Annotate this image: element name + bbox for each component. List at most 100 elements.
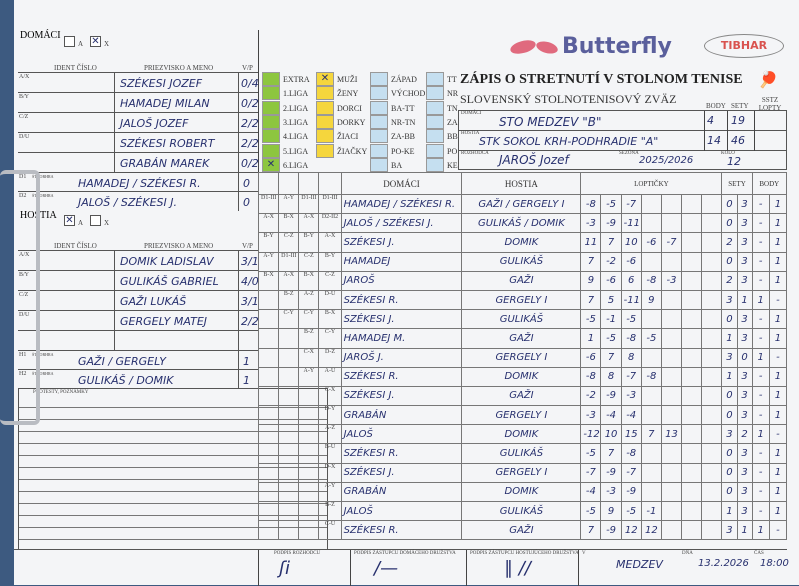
col-body: BODY: [751, 172, 788, 195]
match-points: -: [751, 213, 770, 234]
category-checkbox[interactable]: [426, 72, 444, 86]
player-row[interactable]: C/Z GAŽI LUKÁŠ 3/1: [18, 290, 259, 311]
category-checkbox[interactable]: [426, 129, 444, 144]
sets-won: 0: [721, 309, 738, 330]
away-team-name[interactable]: STK SOKOL KRH-PODHRADIE "A": [479, 135, 659, 148]
match-row[interactable]: B-Y C-Z B-Y A-X SZÉKESI J. DOMIK 11 7 10 -6 -7 2 3-1: [257, 232, 788, 253]
player-row[interactable]: A/X SZÉKESI JOZEF 0/4: [18, 72, 259, 93]
sig-away[interactable]: ∥ ∕∕: [504, 558, 531, 579]
category-checkbox[interactable]: [370, 86, 388, 101]
match-row[interactable]: A-Y GRABÁN DOMIK -4 -3 -9 0 3-1: [257, 481, 788, 503]
category-checkbox[interactable]: [316, 129, 334, 144]
category-checkbox[interactable]: [426, 114, 444, 129]
category-checkbox[interactable]: [370, 157, 388, 172]
round[interactable]: 12: [727, 155, 741, 168]
match-points: 1: [768, 309, 788, 330]
sig-home[interactable]: /—: [374, 558, 399, 579]
match-row[interactable]: D1-III A-Y D1-III D1-III HAMADEJ / SZÉKESI R…: [257, 193, 788, 215]
player-row[interactable]: D/U GERGELY MATEJ 2/2: [18, 310, 259, 331]
player-row[interactable]: GRABÁN MAREK 0/2: [18, 152, 259, 173]
match-row[interactable]: C-X SZÉKESI J. GAŽI -2 -9 -3 0 3-1: [257, 385, 788, 407]
category-checkbox[interactable]: [426, 143, 444, 158]
match-row[interactable]: B-Z C-Y HAMADEJ M. GAŽI 1 -5 -8 -5 1 3-1: [257, 328, 788, 349]
match-row[interactable]: C-X D-Z JAROŠ J. GERGELY I -6 7 8 3 0 1-: [257, 347, 788, 368]
date[interactable]: 13.2.2026: [698, 558, 749, 569]
set-score: 7: [580, 520, 602, 541]
match-row[interactable]: A-Y A-U SZÉKESI R. DOMIK -8 8 -7 -8 1 3-1: [257, 366, 788, 387]
match-row[interactable]: B-X A-X B-X C-Z JAROŠ GAŽI 9 -6 6 -8 -3 2 3-1: [257, 270, 788, 291]
match-points: -: [751, 328, 770, 349]
category-checkbox[interactable]: [316, 143, 334, 158]
match-row[interactable]: C-Y C-Y B-X SZÉKESI J. GULIKÁŠ -5 -1 -5 0 3-1: [257, 309, 788, 330]
category-checkbox[interactable]: [316, 86, 334, 101]
category-checkbox[interactable]: [316, 100, 334, 115]
match-row[interactable]: B-U SZÉKESI R. GULIKÁŠ -5 7 -8 0 3-1: [257, 443, 788, 464]
set-score: -3: [580, 213, 602, 234]
sig-referee-label: PODPIS ROZHODCU: [274, 551, 321, 556]
category-checkbox[interactable]: [426, 86, 444, 101]
category-checkbox[interactable]: [370, 72, 388, 86]
match-row[interactable]: D-Y GRABÁN GERGELY I -3 -4 -4 0 3-1: [257, 405, 788, 426]
match-row[interactable]: B-Z JALOŠ GULIKÁŠ -5 9 -5 -1 1 3-1: [257, 500, 788, 522]
doubles-row[interactable]: H1 ŠTVORHRA GAŽI / GERGELY 1: [18, 350, 258, 370]
home-option-x-label: X: [104, 40, 110, 48]
category-checkbox[interactable]: [370, 143, 388, 158]
category-checkbox[interactable]: [370, 129, 388, 144]
category-checkbox[interactable]: [262, 100, 280, 115]
home-team-name[interactable]: STO MEDZEV "B": [499, 115, 602, 129]
home-option-a-checkbox[interactable]: [64, 36, 75, 47]
category-checkbox[interactable]: [426, 157, 444, 172]
player-row[interactable]: B/Y HAMADEJ MILAN 0/2: [18, 92, 259, 113]
category-checkbox[interactable]: [262, 114, 280, 129]
set-score: [681, 481, 703, 503]
category-label: BA: [391, 160, 403, 170]
player-row[interactable]: D/U SZÉKESI ROBERT 2/2: [18, 132, 259, 153]
player-row[interactable]: [18, 330, 258, 351]
match-row[interactable]: A-Z JALOŠ DOMIK -12 10 15 7 13 3 2 1-: [257, 424, 788, 445]
category-checkbox[interactable]: [370, 114, 388, 129]
sig-referee[interactable]: ʃi: [279, 558, 291, 579]
away-option-x-checkbox[interactable]: [90, 215, 101, 226]
category-checkbox[interactable]: [262, 143, 280, 158]
category-checkbox[interactable]: [316, 114, 334, 129]
category-checkbox[interactable]: [262, 86, 280, 101]
tibhar-logo: TIBHAR: [704, 34, 784, 58]
doubles-row[interactable]: H2 ŠTVORHRA GULIKÁŠ / DOMIK 1: [18, 369, 258, 389]
category-checkbox[interactable]: ✕: [262, 157, 280, 172]
match-code: [298, 500, 320, 522]
away-option-a-checkbox[interactable]: ✕: [64, 215, 75, 226]
doubles-row[interactable]: D1 ŠTVORHRA HAMADEJ / SZÉKESI R. 0: [18, 172, 258, 192]
player-row[interactable]: C/Z JALOŠ JOZEF 2/2: [18, 112, 259, 133]
set-score: [681, 193, 703, 215]
player-row[interactable]: A/X DOMIK LADISLAV 3/1: [18, 250, 259, 271]
match-row[interactable]: A-X B-X A-X D2-II2 JALOŠ / SZÉKESI J. GULIKÁŠ…: [257, 213, 788, 234]
referee-name[interactable]: JAROŠ Jozef: [499, 153, 569, 167]
match-row[interactable]: B-Z A-Z D-U SZÉKESI R. GERGELY I 7 5 -11 9 3 1 1-: [257, 289, 788, 311]
match-points: 1: [768, 481, 788, 503]
set-score: [701, 424, 723, 445]
category-checkbox[interactable]: [262, 72, 280, 86]
category-checkbox[interactable]: [262, 129, 280, 144]
match-row[interactable]: C-U SZÉKESI R. GAŽI 7 -9 12 12 3 1 1-: [257, 520, 788, 541]
set-score: 9: [640, 289, 662, 311]
set-score: [660, 366, 683, 387]
set-score: -6: [640, 232, 662, 253]
sets-won: 1: [721, 366, 738, 387]
category-checkbox[interactable]: ✕: [316, 72, 334, 86]
match-row[interactable]: D-X SZÉKESI J. GERGELY I -7 -9 -7 0 3-1: [257, 462, 788, 483]
category-checkbox[interactable]: [426, 100, 444, 115]
match-code: C-X: [318, 385, 342, 407]
set-score: [701, 443, 723, 464]
match-row[interactable]: A-Y D1-III C-Z B-Y HAMADEJ GULIKÁŠ 7 -2 -6 0 3-1: [257, 251, 788, 272]
player-row[interactable]: B/Y GULIKÁŠ GABRIEL 4/0: [18, 270, 259, 291]
season[interactable]: 2025/2026: [639, 155, 694, 166]
doubles-row[interactable]: D2 ŠTVORHRA JALOŠ / SZÉKESI J. 0: [18, 191, 258, 211]
category-checkbox[interactable]: [370, 100, 388, 115]
col-hostia: HOSTIA: [461, 172, 582, 195]
place[interactable]: MEDZEV: [616, 558, 663, 571]
home-option-x-checkbox[interactable]: ✕: [90, 36, 101, 47]
set-score: [701, 289, 723, 311]
time[interactable]: 18:00: [760, 558, 789, 569]
set-score: [640, 481, 662, 503]
match-points: 1: [768, 385, 788, 407]
